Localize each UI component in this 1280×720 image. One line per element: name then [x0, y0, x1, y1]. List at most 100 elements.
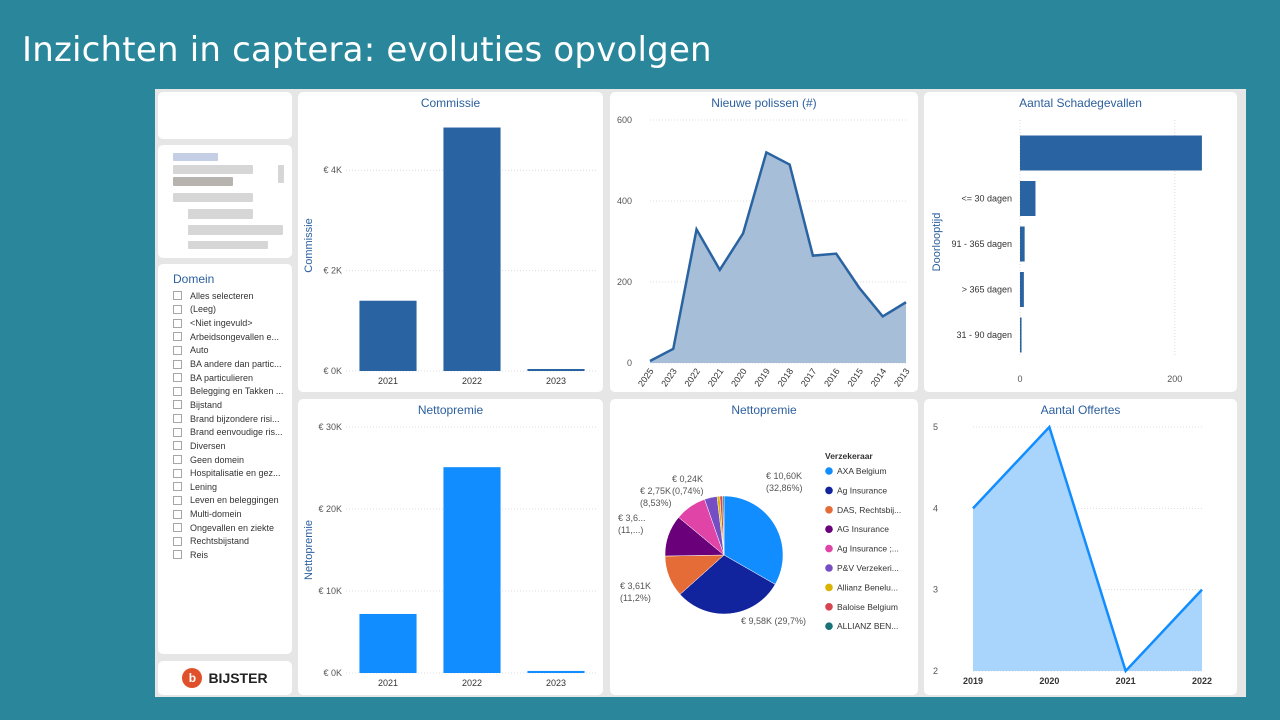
slicer-checkbox[interactable] [173, 386, 182, 396]
slicer-item-label: Diversen [190, 440, 226, 451]
slicer-checkbox[interactable] [173, 373, 182, 383]
redacted-text [278, 165, 284, 183]
offertes-chart-card: Aantal Offertes 2 3 4 5 2019 2020 2021 2022 [924, 399, 1237, 695]
bar [443, 127, 501, 371]
x-tick-label: 2018 [776, 366, 796, 388]
legend-marker [825, 525, 833, 533]
slicer-item[interactable]: Leven en beleggingen [173, 494, 283, 508]
slicer-checkbox[interactable] [173, 468, 182, 478]
slicer-item-label: (Leeg) [190, 304, 217, 315]
slicer-item[interactable]: Brand bijzondere risi... [173, 412, 283, 426]
x-tick-label: 2013 [892, 366, 912, 388]
slicer-item[interactable]: Hospitalisatie en gez... [173, 466, 283, 480]
pie-slice [722, 495, 725, 556]
x-tick-label: 2022 [462, 678, 482, 688]
slicer-item[interactable]: Reis [173, 548, 283, 562]
x-tick-label: 2021 [706, 366, 726, 388]
slicer-checkbox[interactable] [173, 345, 182, 355]
slicer-item[interactable]: (Leeg) [173, 303, 283, 317]
slicer-item-label: Multi-domein [190, 509, 242, 520]
slicer-item-label: Ongevallen en ziekte [190, 522, 275, 533]
legend-label: AG Insurance [837, 524, 889, 534]
slicer-checkbox[interactable] [173, 318, 182, 328]
slicer-item-label: Brand bijzondere risi... [190, 413, 280, 424]
slicer-checkbox[interactable] [173, 536, 182, 546]
slicer-checkbox[interactable] [173, 455, 182, 464]
y-tick-label: 2 [933, 666, 938, 676]
legend-title: Verzekeraar [825, 451, 873, 461]
x-tick-label: 2023 [546, 678, 566, 688]
empty-card [158, 92, 292, 139]
slicer-checkbox[interactable] [173, 400, 182, 410]
schadegevallen-chart-card: Aantal Schadegevallen 0 200 <= 30 dagen 91 … [924, 92, 1237, 392]
data-label: € 0,24K [672, 474, 703, 484]
slicer-title: Domein [173, 272, 215, 286]
x-tick-label: 2022 [683, 366, 703, 388]
slicer-item[interactable]: <Niet ingevuld> [173, 316, 283, 330]
slicer-checkbox[interactable] [173, 550, 182, 560]
legend-label: P&V Verzekeri... [837, 563, 899, 573]
chart-title: Nettopremie [417, 403, 484, 417]
slide-title: Inzichten in captera: evoluties opvolgen [22, 30, 712, 70]
slicer-item-label: Leven en beleggingen [190, 495, 279, 506]
slicer-item[interactable]: Ongevallen en ziekte [173, 521, 283, 535]
y-tick-label: > 365 dagen [962, 285, 1012, 295]
slicer-checkbox[interactable] [173, 482, 182, 492]
slicer-item[interactable]: Arbeidsongevallen e... [173, 330, 283, 344]
x-tick-label: 2020 [729, 366, 749, 388]
legend-label: AXA Belgium [837, 466, 887, 476]
bar [443, 467, 501, 673]
slicer-item[interactable]: Diversen [173, 439, 283, 453]
y-tick-label: € 4K [323, 165, 342, 175]
legend-label: Ag Insurance ;... [837, 544, 899, 554]
slicer-checkbox[interactable] [173, 414, 182, 424]
domain-slicer: Domein Alles selecteren (Leeg) <Niet ingev… [158, 264, 292, 654]
series-line [649, 150, 907, 363]
chart-title: Nieuwe polissen (#) [711, 96, 817, 110]
offertes-chart: 2 3 4 5 2019 2020 2021 2022 [933, 422, 1212, 686]
slicer-checkbox[interactable] [173, 523, 182, 533]
x-tick-label: 2020 [1039, 676, 1059, 686]
slicer-checkbox[interactable] [173, 359, 182, 369]
bar [1020, 226, 1025, 262]
slicer-item[interactable]: Geen domein [173, 453, 283, 467]
slicer-item-label: Lening [190, 481, 218, 492]
schadegevallen-chart: 0 200 <= 30 dagen 91 - 365 dagen > 365 dagen… [931, 120, 1202, 384]
slicer-item[interactable]: Multi-domein [173, 507, 283, 521]
x-tick-label: 2021 [378, 678, 398, 688]
x-tick-label: 2021 [378, 376, 398, 386]
slicer-checkbox[interactable] [173, 332, 182, 342]
commissie-chart: € 0K € 2K € 4K 2021 2022 2023 Commissie [303, 127, 598, 386]
legend-marker [825, 564, 833, 572]
slicer-checkbox[interactable] [173, 441, 182, 451]
slicer-item[interactable]: Brand eenvoudige ris... [173, 425, 283, 439]
slicer-item[interactable]: Auto [173, 344, 283, 358]
slicer-checkbox[interactable] [173, 495, 182, 505]
slicer-item[interactable]: Rechtsbijstand [173, 535, 283, 549]
slicer-item-label: Arbeidsongevallen e... [190, 331, 280, 342]
x-tick-label: 2023 [546, 376, 566, 386]
slicer-item-label: Hospitalisatie en gez... [190, 468, 281, 479]
y-tick-label: 400 [617, 196, 632, 206]
y-tick-label: 4 [933, 503, 938, 513]
x-tick-label: 2014 [869, 366, 889, 388]
slicer-item[interactable]: BA andere dan partic... [173, 357, 283, 371]
slicer-item-label: BA particulieren [190, 372, 254, 383]
y-tick-label: € 2K [323, 266, 342, 276]
slicer-checkbox[interactable] [173, 509, 182, 519]
slicer-item[interactable]: Lening [173, 480, 283, 494]
slicer-item[interactable]: Alles selecteren [173, 289, 283, 303]
slicer-item[interactable]: BA particulieren [173, 371, 283, 385]
slicer-item-label: Geen domein [190, 454, 245, 465]
redacted-text [173, 177, 233, 186]
slicer-item[interactable]: Belegging en Takken ... [173, 384, 283, 398]
x-tick-label: 2019 [963, 676, 983, 686]
legend-label: ALLIANZ BEN... [837, 621, 898, 631]
slicer-checkbox[interactable] [173, 304, 182, 314]
nettopremie-pie-chart: € 10,60K (32,86%) € 9,58K (29,7%) € 3,61K (1… [618, 451, 901, 631]
slicer-checkbox[interactable] [173, 427, 182, 437]
slicer-checkbox[interactable] [173, 291, 182, 301]
slicer-item[interactable]: Bijstand [173, 398, 283, 412]
legend-marker [825, 544, 833, 553]
bar [1020, 317, 1022, 353]
